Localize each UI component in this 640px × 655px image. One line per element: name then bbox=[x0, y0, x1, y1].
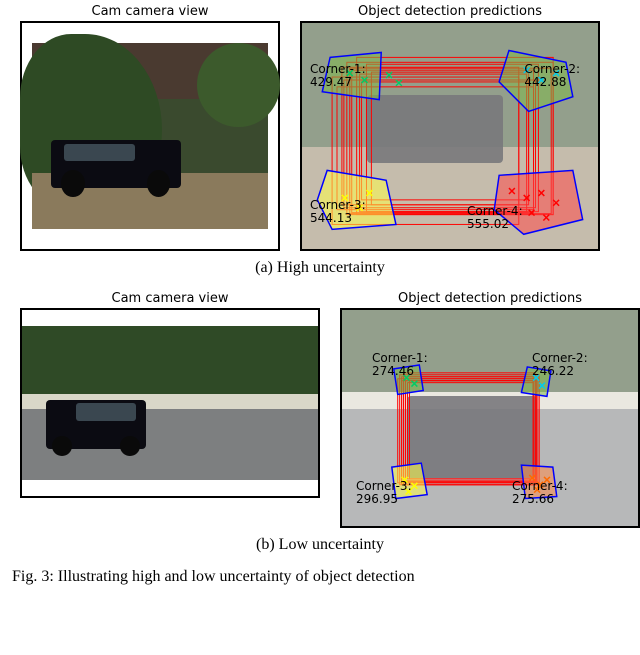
corner-2-label: Corner-2: 246.22 bbox=[532, 352, 588, 378]
figure-3: Cam camera view Obj bbox=[0, 0, 640, 586]
row-high-uncertainty: Cam camera view Obj bbox=[0, 4, 640, 251]
corner-1-label: Corner-1: 429.47 bbox=[310, 63, 366, 89]
panel-b-left: Cam camera view bbox=[20, 291, 320, 528]
cam-view-b bbox=[20, 308, 320, 498]
corner-1-label: Corner-1: 274.46 bbox=[372, 352, 428, 378]
corner-3-label: Corner-3: 544.13 bbox=[310, 199, 366, 225]
panel-a-right: Object detection predictions bbox=[300, 4, 600, 251]
corner-4-label: Corner-4: 555.02 bbox=[467, 205, 523, 231]
detection-view-a: Corner-1: 429.47 Corner-2: 442.88 Corner… bbox=[300, 21, 600, 251]
row-low-uncertainty: Cam camera view Object detec bbox=[0, 291, 640, 528]
panel-title: Object detection predictions bbox=[358, 4, 542, 19]
corner-4-label: Corner-4: 275.66 bbox=[512, 480, 568, 506]
detection-view-b: Corner-1: 274.46 Corner-2: 246.22 Corner… bbox=[340, 308, 640, 528]
panel-a-left: Cam camera view bbox=[20, 4, 280, 251]
panel-b-right: Object detection predictions bbox=[340, 291, 640, 528]
caption-b: (b) Low uncertainty bbox=[0, 536, 640, 554]
caption-a: (a) High uncertainty bbox=[0, 259, 640, 277]
cam-view-a bbox=[20, 21, 280, 251]
corner-3-label: Corner-3: 296.95 bbox=[356, 480, 412, 506]
panel-title: Cam camera view bbox=[92, 4, 209, 19]
corner-2-label: Corner-2: 442.88 bbox=[524, 63, 580, 89]
panel-title: Cam camera view bbox=[112, 291, 229, 306]
figure-caption: Fig. 3: Illustrating high and low uncert… bbox=[0, 568, 640, 586]
panel-title: Object detection predictions bbox=[398, 291, 582, 306]
